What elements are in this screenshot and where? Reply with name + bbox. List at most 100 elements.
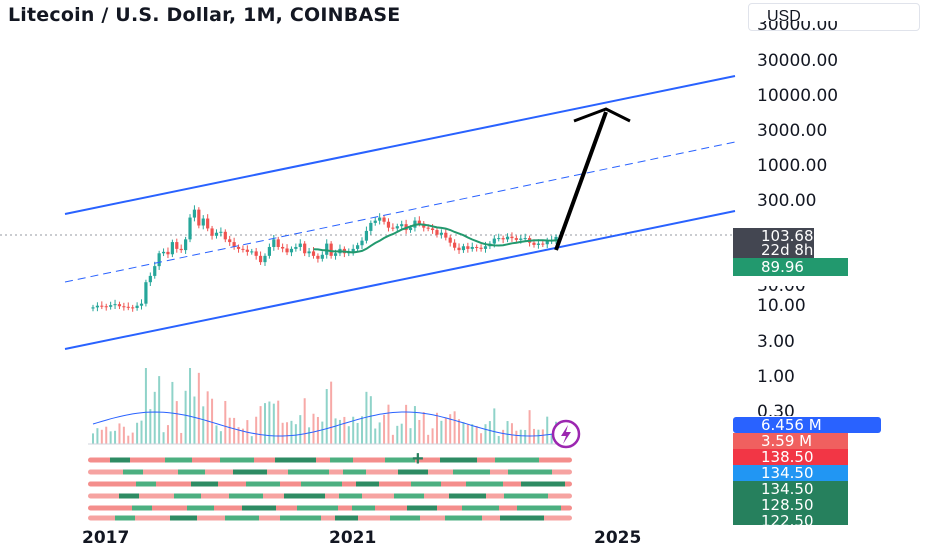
indicator-segment xyxy=(445,515,482,521)
volume-bar xyxy=(277,400,280,444)
indicator-segment xyxy=(508,469,552,475)
price-tick: 10.00 xyxy=(757,296,806,316)
volume-bar xyxy=(330,381,333,444)
volume-bar xyxy=(197,372,200,444)
volume-bar xyxy=(435,412,438,444)
candle-body xyxy=(214,232,219,236)
candle-body xyxy=(307,251,311,254)
indicator-segment xyxy=(339,493,362,499)
candle-body xyxy=(298,243,302,247)
candle-body xyxy=(378,217,382,221)
volume-bar xyxy=(127,435,130,444)
volume-bar xyxy=(524,429,527,444)
price-tick: 30000.00 xyxy=(757,51,839,71)
volume-bar xyxy=(506,421,509,444)
volume-bar xyxy=(250,436,253,444)
candle-body xyxy=(444,232,448,238)
candle-body xyxy=(369,222,373,231)
candle-body xyxy=(356,245,360,249)
volume-bar xyxy=(294,424,297,444)
candle-body xyxy=(236,246,241,249)
currency-label: USD xyxy=(767,8,801,25)
countdown-label: 22d 8h xyxy=(761,241,814,259)
volume-bar xyxy=(206,391,209,444)
channel-middle-line[interactable] xyxy=(64,141,736,283)
indicator-segment xyxy=(225,515,259,521)
candle-body xyxy=(281,246,285,249)
candle-body xyxy=(497,238,501,240)
volume-bar xyxy=(109,431,112,444)
indicator-segment xyxy=(335,515,358,521)
indicator-segment xyxy=(517,505,561,511)
volume-bar xyxy=(422,412,425,444)
indicator-segment xyxy=(242,505,276,511)
volume-bar xyxy=(175,401,178,444)
candle-body xyxy=(122,306,126,308)
indicator-segment xyxy=(288,469,329,475)
volume-bar xyxy=(418,419,421,444)
volume-bar xyxy=(546,416,549,444)
volume-bar xyxy=(475,425,478,444)
volume-bar xyxy=(466,424,469,444)
price-tick: 3000.00 xyxy=(757,121,828,141)
volume-bar xyxy=(303,398,306,444)
indicator-segment xyxy=(385,457,415,463)
price-tick: 3.00 xyxy=(757,332,795,352)
volume-bar xyxy=(427,434,430,444)
volume-bar xyxy=(488,421,491,444)
candle-body xyxy=(135,305,139,308)
volume-bar xyxy=(449,414,452,444)
indicator-row xyxy=(88,469,572,475)
candle-body xyxy=(267,246,271,256)
indicator-segment xyxy=(440,457,477,463)
volume-bar xyxy=(122,426,125,444)
indicator-segment xyxy=(466,481,503,487)
volume-bar xyxy=(453,411,456,444)
volume-ma-tag: 3.59 M xyxy=(733,433,848,449)
projection-arrow[interactable] xyxy=(554,111,608,251)
indicator-segment xyxy=(411,481,441,487)
volume-bar xyxy=(405,404,408,444)
volume-bar xyxy=(211,398,214,444)
candle-body xyxy=(258,255,263,263)
volume-bar xyxy=(162,432,165,444)
volume-bar xyxy=(189,368,192,444)
volume-bar xyxy=(299,415,302,444)
volume-bar xyxy=(180,432,183,444)
volume-bar xyxy=(462,422,465,444)
indicator-segment xyxy=(449,493,486,499)
volume-bar xyxy=(224,400,227,444)
candle-body xyxy=(417,220,421,224)
volume-tag: 6.456 M xyxy=(733,417,881,433)
candle-body xyxy=(263,255,267,263)
volume-bar xyxy=(290,420,293,444)
candle-body xyxy=(95,305,100,308)
candle-body xyxy=(303,243,307,254)
indicator-segment xyxy=(504,493,548,499)
volume-bar xyxy=(153,391,156,444)
candle-body xyxy=(395,226,399,229)
candle-body xyxy=(188,217,192,240)
candle-body xyxy=(430,228,435,231)
channel-lower-line[interactable] xyxy=(64,210,736,350)
candle-body xyxy=(109,305,113,307)
channel-upper-line[interactable] xyxy=(64,75,736,215)
volume-bar xyxy=(537,429,540,444)
candle-body xyxy=(457,247,461,251)
price-tick: 1000.00 xyxy=(757,156,828,176)
indicator-segment xyxy=(495,457,539,463)
candle-body xyxy=(254,251,258,256)
candle-body xyxy=(554,236,558,241)
volume-bar xyxy=(391,434,394,444)
volume-bar xyxy=(321,421,324,444)
candle-body xyxy=(117,304,122,307)
volume-bar xyxy=(510,423,513,444)
volume-bar xyxy=(497,435,500,444)
volume-bar xyxy=(184,390,187,444)
candle-body xyxy=(400,224,404,227)
volume-bar xyxy=(533,428,535,444)
moving-average-line xyxy=(313,223,561,254)
indicator-tag: 134.50 xyxy=(733,481,848,497)
currency-button[interactable]: USD xyxy=(748,3,920,31)
